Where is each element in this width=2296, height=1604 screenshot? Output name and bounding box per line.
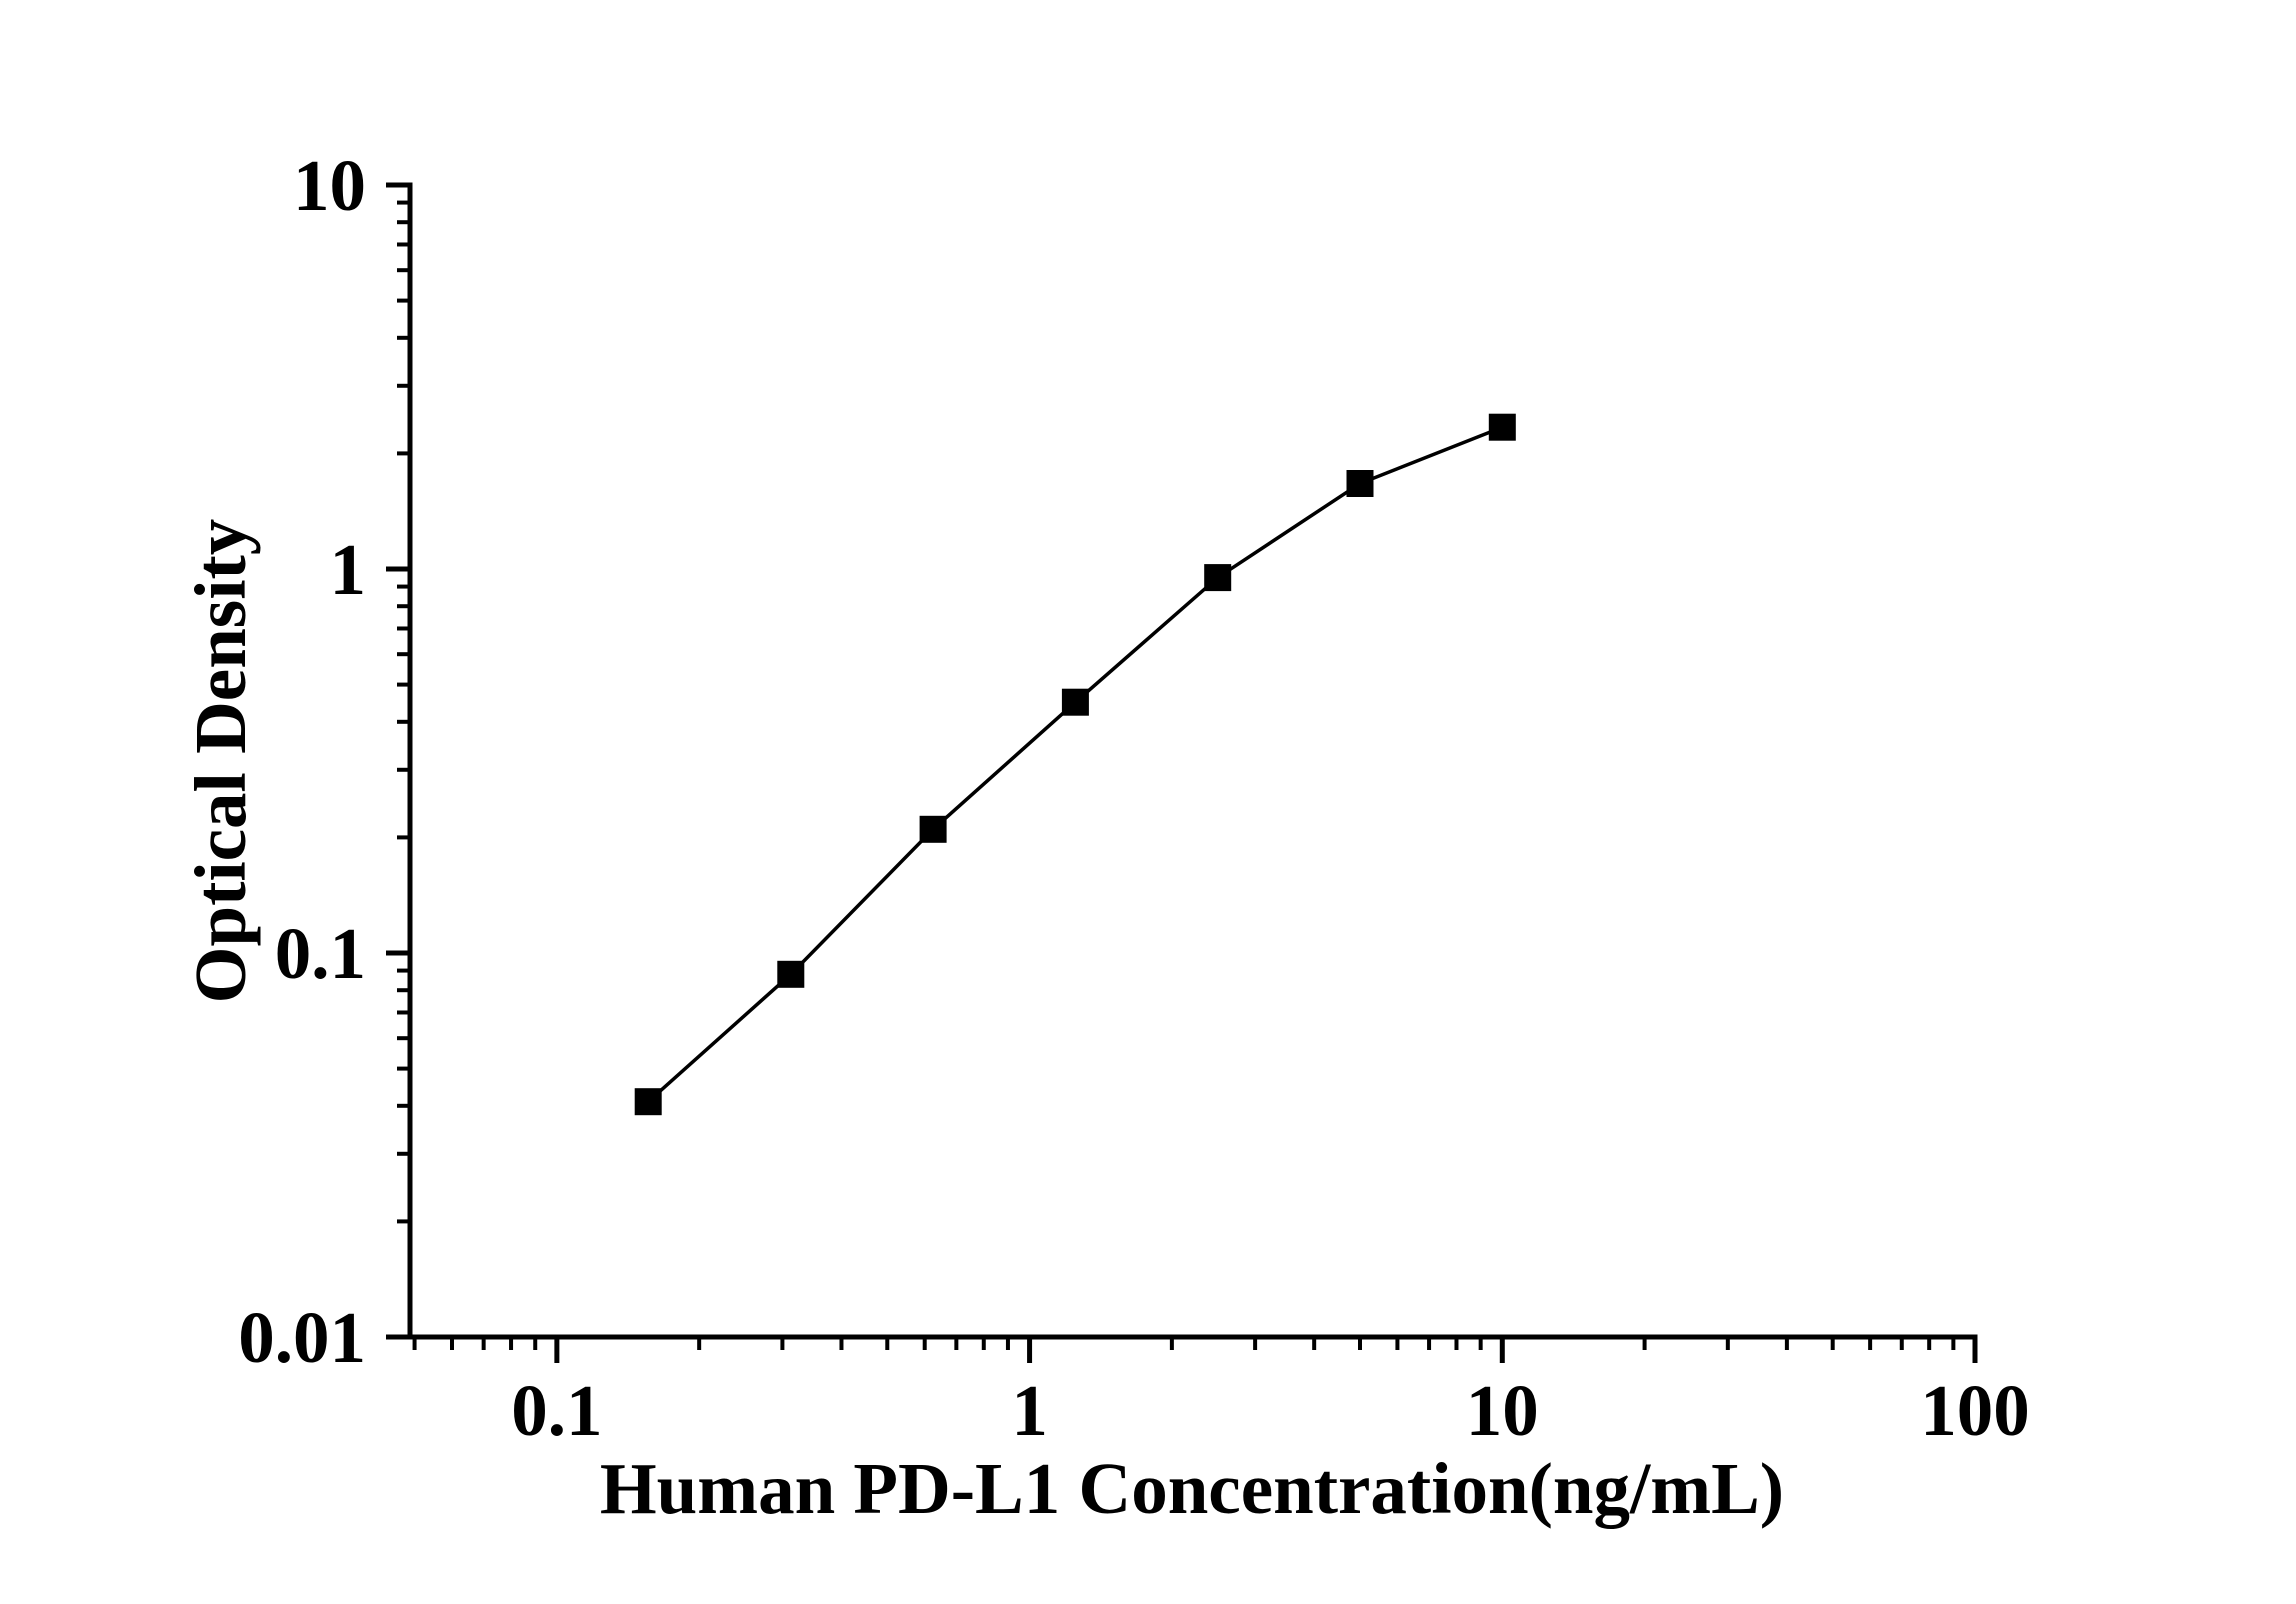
data-point-marker (1346, 470, 1374, 497)
y-tick-label: 10 (293, 145, 366, 226)
y-tick-label: 0.1 (275, 913, 366, 994)
data-point-marker (1061, 688, 1089, 716)
standard-curve-line (647, 425, 1503, 1104)
y-axis-title: Optical Density (180, 519, 261, 1004)
y-tick-label: 0.01 (238, 1297, 366, 1378)
data-point-marker (777, 960, 805, 988)
x-axis-title: Human PD-L1 Concentration(ng/mL) (600, 1448, 1784, 1529)
y-axis: 0.01 0.1 1 10 (238, 145, 413, 1378)
data-point-marker (1204, 564, 1232, 592)
data-point-marker (1488, 413, 1516, 441)
x-tick-label: 1 (1011, 1370, 1048, 1451)
x-tick-label: 0.1 (511, 1370, 602, 1451)
data-point-marker (634, 1088, 662, 1116)
data-series-layer (634, 413, 1516, 1116)
y-tick-label: 1 (330, 529, 367, 610)
data-point-marker (919, 815, 947, 843)
x-tick-label: 10 (1466, 1370, 1539, 1451)
x-tick-label: 100 (1920, 1370, 2030, 1451)
x-axis: 0.1 1 10 100 (407, 1334, 2030, 1451)
